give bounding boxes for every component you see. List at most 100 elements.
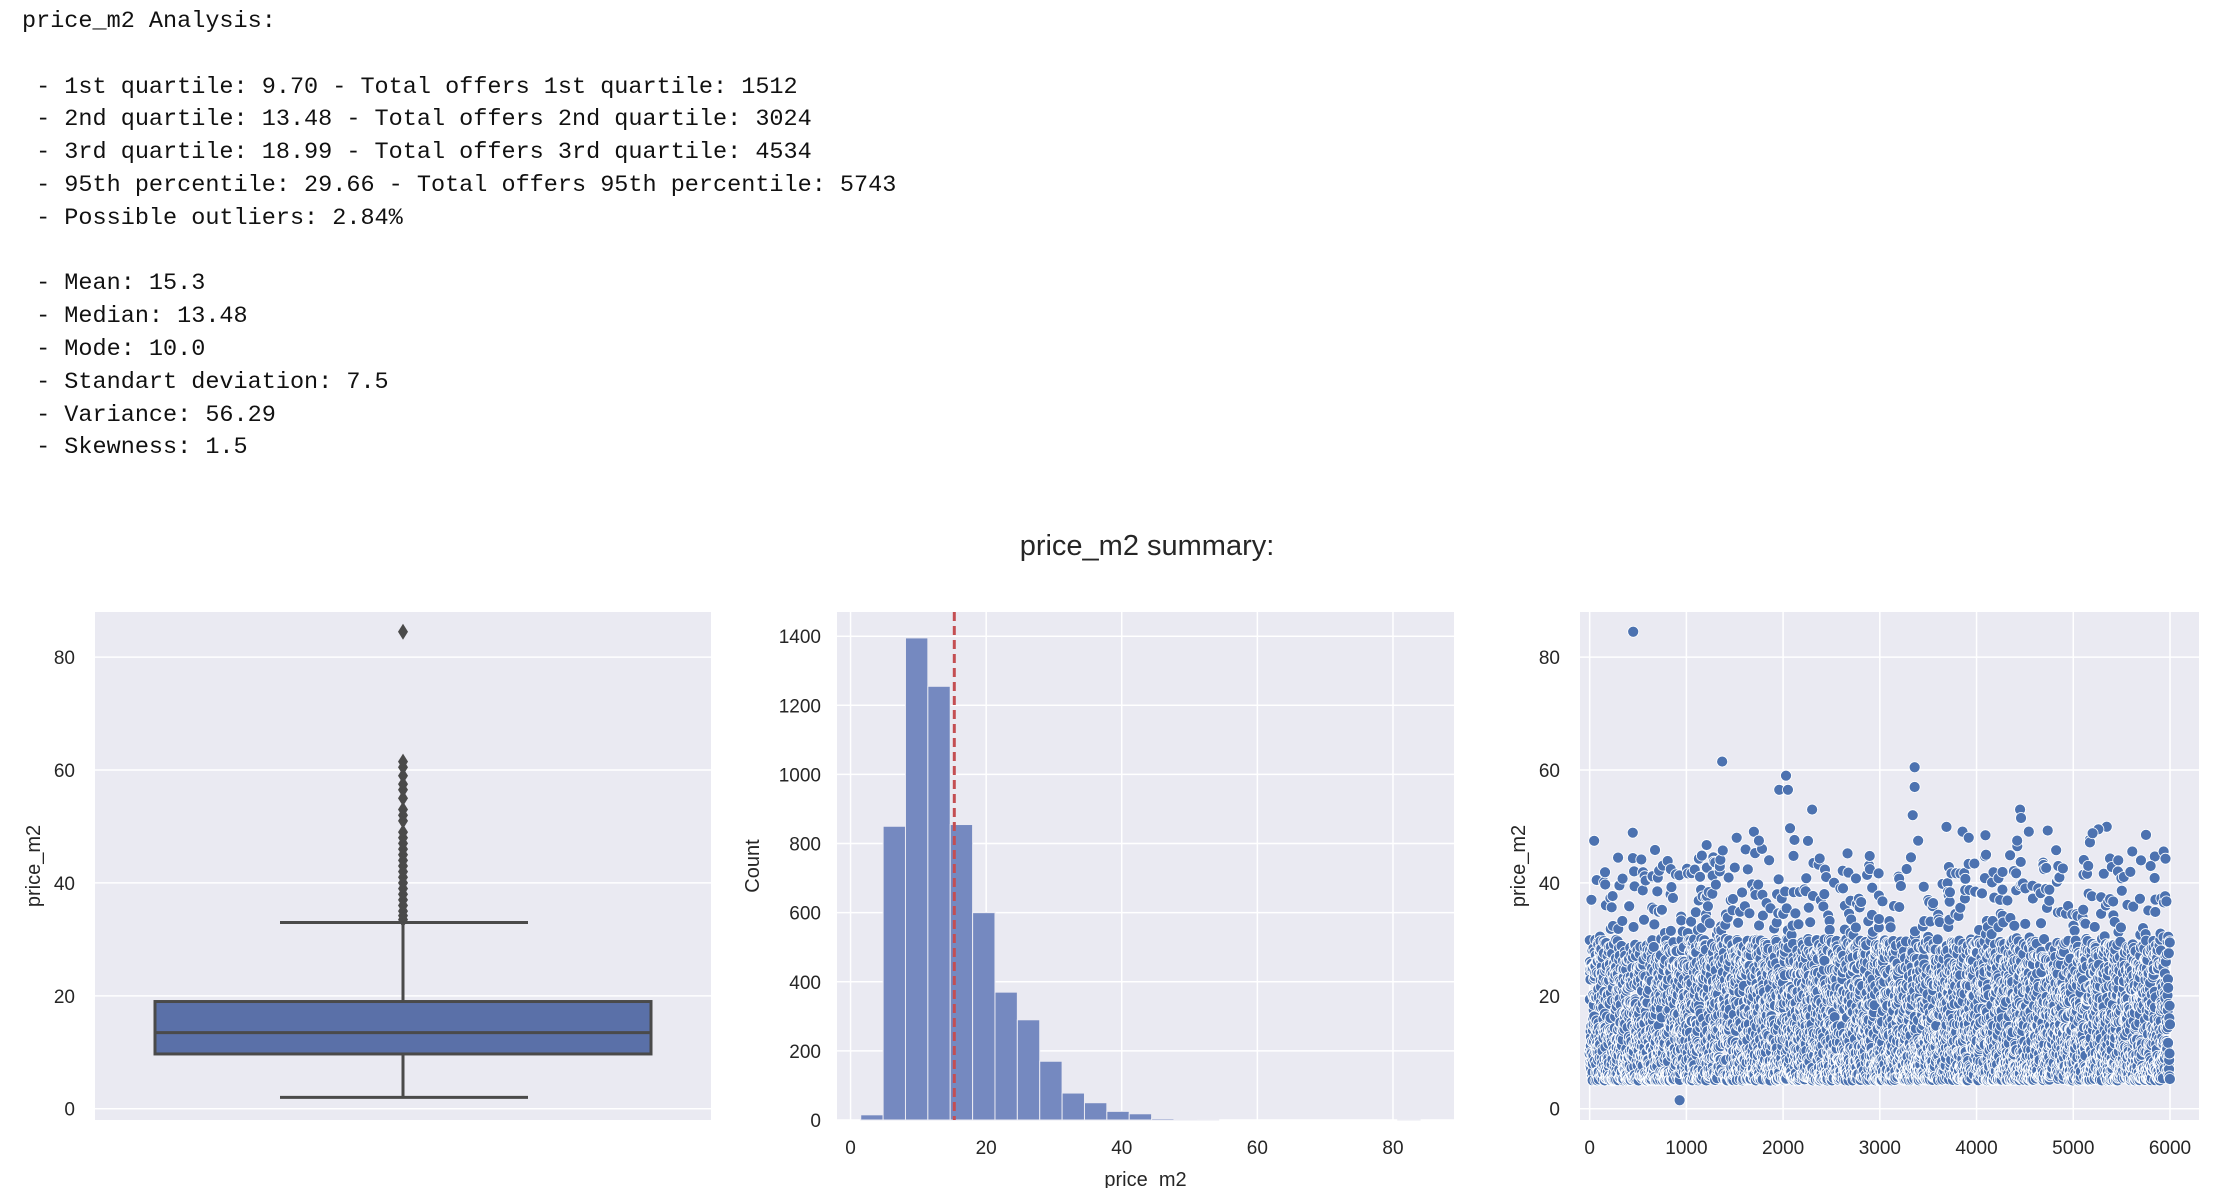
scatter-point bbox=[1606, 890, 1619, 902]
y-tick-label: 1200 bbox=[779, 696, 821, 717]
outlier-point bbox=[398, 753, 408, 770]
stdout-line: - Variance: 56.29 bbox=[22, 401, 276, 429]
outlier-point bbox=[398, 623, 408, 640]
outlier-point bbox=[398, 776, 408, 793]
y-tick-label: 800 bbox=[789, 835, 821, 856]
scatter-point bbox=[1968, 857, 1981, 870]
stdout-line: - Mean: 15.3 bbox=[22, 270, 206, 298]
x-tick-label: 3000 bbox=[1859, 1138, 1901, 1159]
y-tick-label: 20 bbox=[1539, 987, 1560, 1008]
scatter-point bbox=[1727, 893, 1739, 905]
scatter-point bbox=[2035, 917, 2047, 930]
scatter-point bbox=[1732, 916, 1745, 929]
scatter-point bbox=[1893, 901, 1906, 913]
stdout-line: - Skewness: 1.5 bbox=[22, 434, 248, 462]
scatter-point bbox=[2041, 824, 2054, 837]
y-tick-label: 60 bbox=[1539, 761, 1560, 782]
y-tick-label: 200 bbox=[789, 1042, 821, 1063]
histogram-bar bbox=[994, 991, 1018, 1121]
scatter-point bbox=[2050, 844, 2063, 857]
scatter-point bbox=[1823, 924, 1836, 936]
scatter-point bbox=[1802, 834, 1814, 847]
scatter-point bbox=[2010, 867, 2023, 880]
scatter-point bbox=[1664, 924, 1677, 937]
scatter-point bbox=[1959, 872, 1972, 885]
scatter-point bbox=[1940, 821, 1953, 833]
scatter-point bbox=[1849, 921, 1862, 934]
y-axis-label: Count bbox=[742, 839, 764, 893]
histogram-bar bbox=[927, 685, 951, 1121]
scatter-point bbox=[1752, 878, 1765, 891]
stdout-line: - Median: 13.48 bbox=[22, 303, 248, 331]
stdout-text: price_m2 Analysis: - 1st quartile: 9.70 … bbox=[22, 6, 896, 465]
y-tick-label: 80 bbox=[1539, 648, 1560, 669]
scatter-point bbox=[1685, 915, 1698, 928]
figure-title: price_m2 summary: bbox=[1019, 530, 1275, 562]
scatter-point bbox=[2019, 917, 2032, 930]
y-axis-label: price_m2 bbox=[1508, 825, 1530, 907]
scatter-point bbox=[1736, 886, 1748, 899]
scatter-point bbox=[1813, 852, 1826, 865]
stdout-line: - Standart deviation: 7.5 bbox=[22, 368, 389, 396]
scatter-point bbox=[1800, 872, 1813, 885]
histogram-bar bbox=[860, 1114, 884, 1121]
scatter-point bbox=[2004, 849, 2017, 862]
scatter-point bbox=[1722, 871, 1735, 884]
histogram-bar bbox=[1016, 1019, 1041, 1121]
histogram-bar bbox=[1039, 1060, 1063, 1121]
iqr-box bbox=[153, 1000, 653, 1056]
x-tick-label: 20 bbox=[976, 1138, 997, 1159]
scatter-point bbox=[1855, 896, 1868, 908]
y-tick-label: 1400 bbox=[779, 627, 821, 648]
x-tick-label: 5000 bbox=[2052, 1138, 2094, 1159]
x-tick-label: 0 bbox=[1584, 1138, 1595, 1159]
scatter-point bbox=[1675, 914, 1688, 927]
scatter-point bbox=[1635, 853, 1648, 866]
scatter-point bbox=[1588, 834, 1601, 847]
scatter-point bbox=[1784, 822, 1796, 835]
scatter-point bbox=[1900, 863, 1913, 875]
outlier-point bbox=[398, 824, 408, 841]
y-tick-label: 60 bbox=[54, 761, 75, 782]
scatter-point bbox=[1665, 881, 1678, 894]
scatter-point bbox=[1648, 918, 1661, 931]
y-axis-label: price_m2 bbox=[23, 825, 45, 907]
scatter-point bbox=[1753, 919, 1765, 932]
y-tick-label: 0 bbox=[64, 1100, 75, 1121]
scatter-point bbox=[1876, 895, 1889, 908]
scatter-point bbox=[1649, 844, 1661, 856]
scatter-point bbox=[1763, 854, 1776, 867]
y-tick-label: 20 bbox=[54, 987, 75, 1008]
scatter-point bbox=[1709, 878, 1722, 891]
scatter-point bbox=[1703, 917, 1716, 930]
scatter-point bbox=[1818, 888, 1831, 901]
scatter-point bbox=[1872, 867, 1885, 880]
scatter-point bbox=[1656, 903, 1668, 916]
y-tick-label: 600 bbox=[789, 904, 821, 925]
histogram-bar bbox=[904, 637, 929, 1121]
scatter-point bbox=[1944, 886, 1956, 899]
scatter-point bbox=[1873, 913, 1885, 925]
scatter-point bbox=[1689, 906, 1702, 919]
scatter-point bbox=[1716, 844, 1729, 857]
scatter-point bbox=[1894, 880, 1907, 892]
scatter-point bbox=[1599, 866, 1611, 879]
scatter-point bbox=[1772, 873, 1785, 886]
scatter-point bbox=[2043, 894, 2056, 907]
x-tick-label: 0 bbox=[845, 1138, 856, 1159]
scatter-point bbox=[1636, 884, 1649, 897]
stdout-line: - 3rd quartile: 18.99 - Total offers 3rd… bbox=[22, 139, 812, 167]
scatter-point bbox=[1841, 847, 1854, 860]
scatter-point bbox=[1979, 829, 1992, 842]
scatter-point bbox=[1627, 921, 1640, 933]
scatter-point bbox=[1585, 893, 1598, 906]
stdout-line: - 1st quartile: 9.70 - Total offers 1st … bbox=[22, 73, 798, 101]
histogram-bar bbox=[1173, 1118, 1197, 1121]
scatter-point bbox=[2014, 856, 2027, 868]
scatter-point bbox=[1743, 907, 1756, 920]
stdout-line: - Possible outliers: 2.84% bbox=[22, 204, 403, 232]
histogram-bar bbox=[1106, 1110, 1130, 1121]
x-axis-label: price_m2 bbox=[1104, 1169, 1186, 1188]
scatter-point bbox=[1700, 839, 1713, 851]
